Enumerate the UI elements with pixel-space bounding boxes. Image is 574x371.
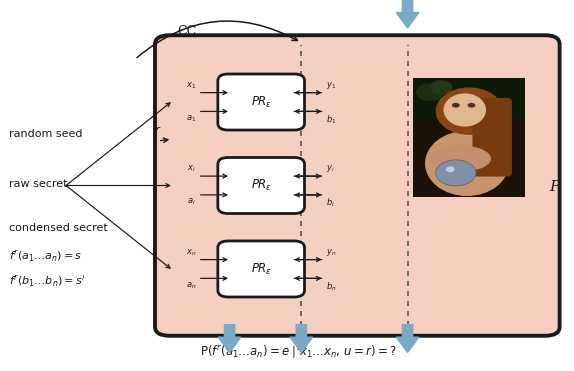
Ellipse shape <box>457 119 477 136</box>
FancyBboxPatch shape <box>218 157 304 214</box>
Text: $\,P\!R_\varepsilon$: $\,P\!R_\varepsilon$ <box>250 262 272 276</box>
FancyArrow shape <box>396 0 419 28</box>
Text: $b_i$: $b_i$ <box>327 197 335 209</box>
Text: condensed secret: condensed secret <box>9 223 107 233</box>
Text: $b_n$: $b_n$ <box>327 280 337 293</box>
Text: P: P <box>549 180 559 194</box>
Ellipse shape <box>446 166 455 172</box>
Bar <box>413 78 525 197</box>
Text: $e$: $e$ <box>403 340 412 354</box>
Text: $x_1$: $x_1$ <box>186 80 196 91</box>
Text: $\,P\!R_\varepsilon$: $\,P\!R_\varepsilon$ <box>250 95 272 109</box>
FancyArrow shape <box>290 325 313 352</box>
FancyBboxPatch shape <box>155 35 560 336</box>
Text: CC: CC <box>177 25 196 38</box>
Ellipse shape <box>444 93 486 127</box>
Text: $u$: $u$ <box>403 0 412 12</box>
Circle shape <box>436 160 476 186</box>
Ellipse shape <box>468 103 475 108</box>
Text: $r$: $r$ <box>154 124 161 137</box>
Ellipse shape <box>416 83 444 101</box>
Text: $\,P\!R_\varepsilon$: $\,P\!R_\varepsilon$ <box>250 178 272 193</box>
Ellipse shape <box>430 80 452 95</box>
Ellipse shape <box>425 131 509 196</box>
Ellipse shape <box>452 103 460 108</box>
Text: $\mathrm{P}(f^r(a_1{\ldots}a_n) = e \mid x_1{\ldots}x_n,\, u = r) = ?$: $\mathrm{P}(f^r(a_1{\ldots}a_n) = e \mid… <box>200 344 397 361</box>
FancyBboxPatch shape <box>218 241 304 297</box>
FancyBboxPatch shape <box>218 74 304 130</box>
Text: $a_1$: $a_1$ <box>186 113 196 124</box>
Text: $y_i$: $y_i$ <box>327 163 335 174</box>
Text: $y_n$: $y_n$ <box>327 247 337 258</box>
FancyArrow shape <box>218 325 241 352</box>
FancyBboxPatch shape <box>472 98 512 177</box>
Ellipse shape <box>436 88 503 135</box>
Bar <box>413 78 525 119</box>
Text: $x_n$: $x_n$ <box>185 247 196 258</box>
Text: $x_i$: $x_i$ <box>187 164 196 174</box>
Text: $f^r(b_1{\ldots}b_n) = s'$: $f^r(b_1{\ldots}b_n) = s'$ <box>9 275 85 289</box>
Text: $s'$: $s'$ <box>296 339 307 354</box>
Text: raw secret: raw secret <box>9 179 67 188</box>
Text: $s$: $s$ <box>226 340 234 354</box>
FancyArrow shape <box>396 325 419 352</box>
Text: $b_1$: $b_1$ <box>327 113 337 126</box>
Text: $f^r(a_1{\ldots}a_n) = s$: $f^r(a_1{\ldots}a_n) = s$ <box>9 249 82 263</box>
Text: random seed: random seed <box>9 129 82 138</box>
Text: $a_i$: $a_i$ <box>187 197 196 207</box>
Text: $a_n$: $a_n$ <box>185 280 196 291</box>
Ellipse shape <box>429 145 491 172</box>
Text: $y_1$: $y_1$ <box>327 80 336 91</box>
